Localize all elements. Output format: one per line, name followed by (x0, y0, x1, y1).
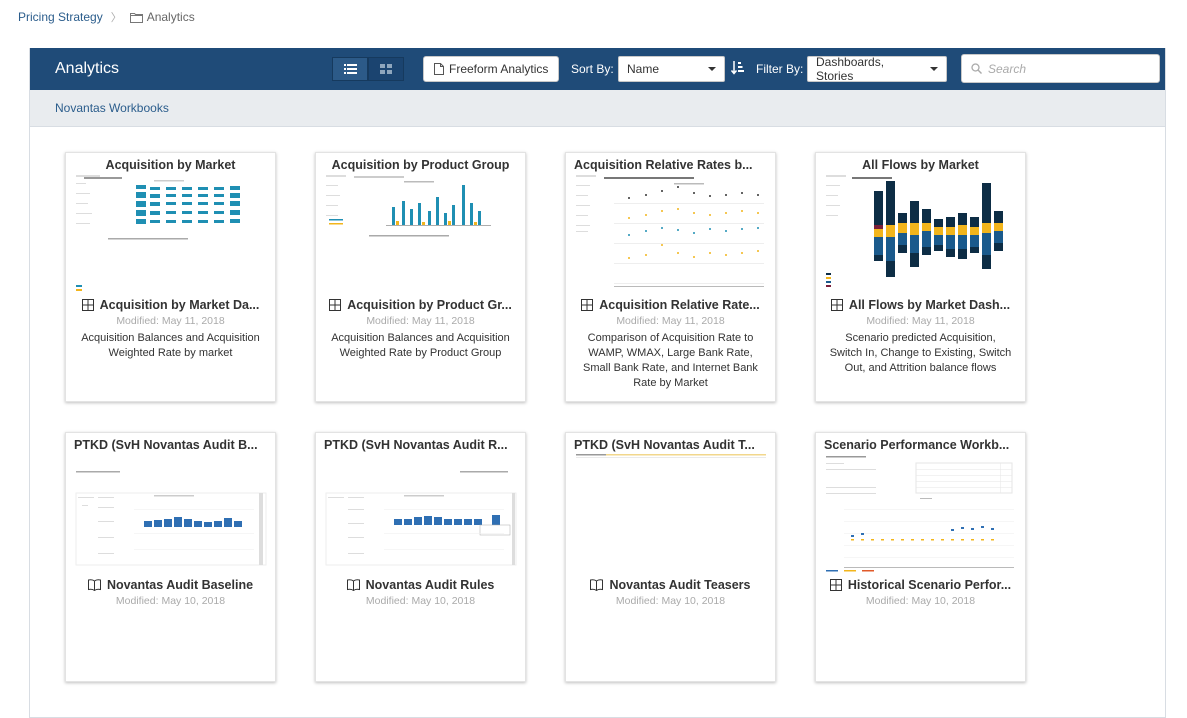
card-name-label: Novantas Audit Rules (365, 578, 495, 592)
card-modified: Modified: May 11, 2018 (866, 315, 975, 327)
card-name-label: Historical Scenario Perfor... (847, 578, 1012, 592)
sort-direction-button[interactable] (730, 61, 745, 80)
card-thumbnail (826, 456, 1014, 572)
card-modified: Modified: May 10, 2018 (365, 595, 476, 607)
card-name-label: Acquisition by Product Gr... (347, 298, 512, 312)
filter-by-label: Filter By: (756, 62, 804, 76)
story-book-icon (346, 579, 360, 591)
card-name: Novantas Audit Baseline (74, 578, 267, 592)
card-modified: Modified: May 11, 2018 (116, 315, 225, 327)
filter-by-value: Dashboards, Stories (816, 55, 885, 83)
chevron-down-icon (708, 67, 716, 71)
breadcrumb: Pricing Strategy 〉 Analytics (18, 9, 195, 25)
chevron-down-icon (930, 67, 938, 71)
card-modified: Modified: May 11, 2018 (366, 315, 475, 327)
list-view-button[interactable] (332, 57, 368, 81)
workbook-name[interactable]: Novantas Workbooks (55, 101, 169, 115)
dashboard-icon (829, 579, 842, 591)
card-thumbnail (826, 175, 1003, 287)
card-name-label: Acquisition by Market Da... (99, 298, 260, 312)
analytics-panel: Analytics Freeform Analytics Sort By: (29, 48, 1166, 718)
card-modified: Modified: May 10, 2018 (115, 595, 226, 607)
card-name-label: Novantas Audit Baseline (106, 578, 254, 592)
card-name: Historical Scenario Perfor... (824, 578, 1017, 592)
workbook-card[interactable]: PTKD (SvH Novantas Audit B... Novantas A… (65, 432, 276, 682)
grid-icon (380, 64, 392, 74)
dashboard-icon (329, 299, 342, 311)
card-title: Acquisition by Market (105, 158, 236, 172)
card-title: PTKD (SvH Novantas Audit B... (74, 438, 258, 452)
page-title: Analytics (55, 60, 120, 77)
card-name-label: Novantas Audit Teasers (609, 578, 751, 592)
card-name: Acquisition by Product Gr... (324, 298, 517, 312)
card-thumbnail (76, 175, 240, 291)
card-modified: Modified: May 10, 2018 (865, 595, 976, 607)
view-toggle (332, 57, 404, 81)
card-name: All Flows by Market Dash... (824, 298, 1017, 312)
card-thumbnail (326, 175, 491, 237)
card-name: Novantas Audit Teasers (574, 578, 767, 592)
card-title: PTKD (SvH Novantas Audit R... (324, 438, 508, 452)
card-name: Acquisition by Market Da... (74, 298, 267, 312)
card-thumbnail (75, 471, 267, 566)
workbook-card[interactable]: Acquisition Relative Rates b... Acquisit… (565, 152, 776, 402)
story-book-icon (87, 579, 101, 591)
sort-by-label: Sort By: (571, 62, 614, 76)
sort-ascending-icon (730, 61, 744, 75)
breadcrumb-root-link[interactable]: Pricing Strategy (18, 10, 103, 24)
card-modified: Modified: May 10, 2018 (615, 595, 726, 607)
workbook-card[interactable]: PTKD (SvH Novantas Audit R... Novantas A… (315, 432, 526, 682)
card-title: All Flows by Market (862, 158, 979, 172)
workbook-card[interactable]: Acquisition by Market Acquisition by Mar… (65, 152, 276, 402)
card-title: Acquisition Relative Rates b... (574, 158, 753, 172)
document-icon (434, 63, 444, 75)
workbook-subheader: Novantas Workbooks (30, 90, 1165, 127)
card-thumbnail (576, 175, 764, 287)
folder-icon (129, 12, 143, 23)
card-description: Scenario predicted Acquisition, Switch I… (829, 332, 1012, 374)
grid-view-button[interactable] (368, 57, 404, 81)
card-name-label: Acquisition Relative Rate... (599, 298, 760, 312)
freeform-analytics-button[interactable]: Freeform Analytics (423, 56, 560, 82)
search-input[interactable] (988, 61, 1148, 76)
card-description: Acquisition Balances and Acquisition Wei… (81, 332, 260, 359)
sort-by-value: Name (627, 62, 660, 76)
sort-by-select[interactable]: Name (618, 56, 725, 82)
card-modified: Modified: May 11, 2018 (616, 315, 725, 327)
workbook-card[interactable]: PTKD (SvH Novantas Audit T... Novantas A… (565, 432, 776, 682)
card-description: Comparison of Acquisition Rate to WAMP, … (583, 332, 758, 389)
filter-by-select[interactable]: Dashboards, Stories (807, 55, 947, 83)
dashboard-icon (581, 299, 594, 311)
card-name: Acquisition Relative Rate... (574, 298, 767, 312)
breadcrumb-current-label: Analytics (146, 10, 195, 24)
analytics-header: Analytics Freeform Analytics Sort By: (30, 48, 1165, 90)
search-box (961, 54, 1160, 83)
dashboard-icon (81, 299, 94, 311)
card-title: Scenario Performance Workb... (824, 438, 1010, 452)
freeform-analytics-label: Freeform Analytics (449, 62, 549, 76)
card-title: PTKD (SvH Novantas Audit T... (574, 438, 755, 452)
dashboard-icon (830, 299, 843, 311)
card-name-label: All Flows by Market Dash... (848, 298, 1011, 312)
workbook-card[interactable]: All Flows by Market All Flows (815, 152, 1026, 402)
list-icon (343, 64, 357, 74)
card-thumbnail (325, 471, 517, 566)
search-icon (971, 63, 982, 74)
card-description: Acquisition Balances and Acquisition Wei… (331, 332, 510, 359)
workbook-card[interactable]: Acquisition by Product Group Acquisition… (315, 152, 526, 402)
breadcrumb-separator: 〉 (110, 12, 122, 24)
card-title: Acquisition by Product Group (331, 158, 510, 172)
card-name: Novantas Audit Rules (324, 578, 517, 592)
workbook-card[interactable]: Scenario Performance Workb... Historical… (815, 432, 1026, 682)
card-thumbnail (576, 454, 766, 458)
breadcrumb-current: Analytics (129, 10, 195, 24)
story-book-icon (590, 579, 604, 591)
